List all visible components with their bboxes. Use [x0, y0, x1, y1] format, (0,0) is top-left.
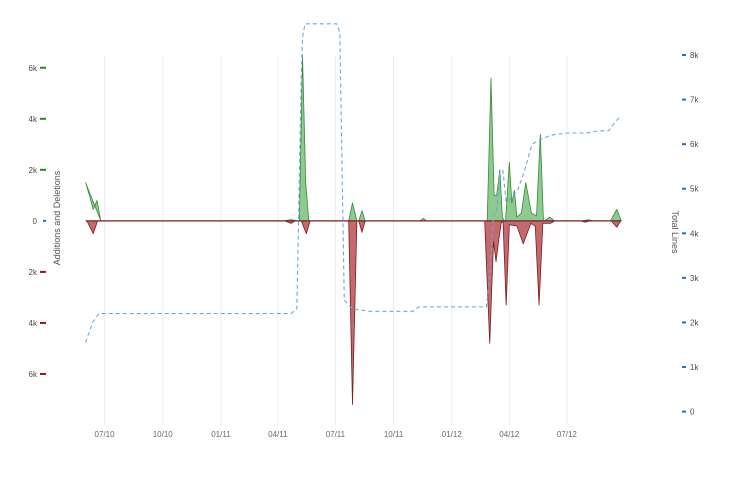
left-tick-label: 4k	[29, 319, 38, 328]
additions-series	[85, 54, 622, 222]
deletions-area	[610, 220, 622, 228]
left-tick-label: 2k	[29, 166, 38, 175]
right-tick-label: 5k	[690, 185, 699, 194]
deletions-area	[348, 220, 358, 405]
x-tick-label: 10/10	[153, 430, 174, 439]
x-tick-label: 07/12	[557, 430, 578, 439]
left-tick-label: 2k	[29, 268, 38, 277]
left-tick-label: 6k	[29, 64, 38, 73]
deletions-area	[86, 220, 99, 235]
left-axis: 6k 4k 2k 0 2k 4k 6k	[29, 64, 46, 379]
deletions-area	[502, 220, 556, 306]
x-tick-label: 01/11	[211, 430, 231, 439]
left-tick-label: 0	[33, 217, 38, 226]
right-axis-label: Total Lines	[670, 210, 680, 254]
right-tick-label: 2k	[690, 318, 699, 327]
right-tick-label: 0	[690, 408, 695, 417]
additions-area	[505, 133, 544, 222]
x-tick-label: 07/10	[95, 430, 116, 439]
total-lines-line	[85, 23, 620, 343]
right-tick-label: 8k	[690, 51, 699, 60]
right-tick-label: 3k	[690, 274, 699, 283]
additions-area	[486, 77, 505, 222]
left-tick-label: 4k	[29, 115, 38, 124]
additions-area	[85, 182, 102, 222]
left-axis-label: Additions and Deletions	[52, 170, 62, 265]
additions-area	[610, 208, 622, 222]
additions-area	[298, 54, 310, 222]
total-lines-series	[85, 23, 620, 343]
deletions-area	[358, 220, 366, 233]
additions-area	[358, 210, 366, 222]
x-tick-label: 04/11	[268, 430, 288, 439]
right-tick-label: 7k	[690, 96, 699, 105]
grid	[104, 55, 568, 425]
x-axis: 07/10 10/10 01/11 04/11 07/11 10/11 01/12 04/12…	[95, 430, 578, 439]
left-tick-label: 6k	[29, 370, 38, 379]
x-tick-label: 10/11	[384, 430, 404, 439]
right-tick-label: 1k	[690, 363, 699, 372]
x-tick-label: 07/11	[326, 430, 346, 439]
additions-area	[348, 202, 358, 222]
right-tick-label: 6k	[690, 140, 699, 149]
x-tick-label: 04/12	[499, 430, 520, 439]
right-tick-label: 4k	[690, 229, 699, 238]
right-axis: 8k 7k 6k 5k 4k 3k 2k 1k 0	[682, 51, 699, 417]
deletions-area	[484, 220, 504, 344]
deletions-series	[86, 220, 622, 405]
x-tick-label: 01/12	[442, 430, 463, 439]
deletions-area	[300, 220, 311, 235]
